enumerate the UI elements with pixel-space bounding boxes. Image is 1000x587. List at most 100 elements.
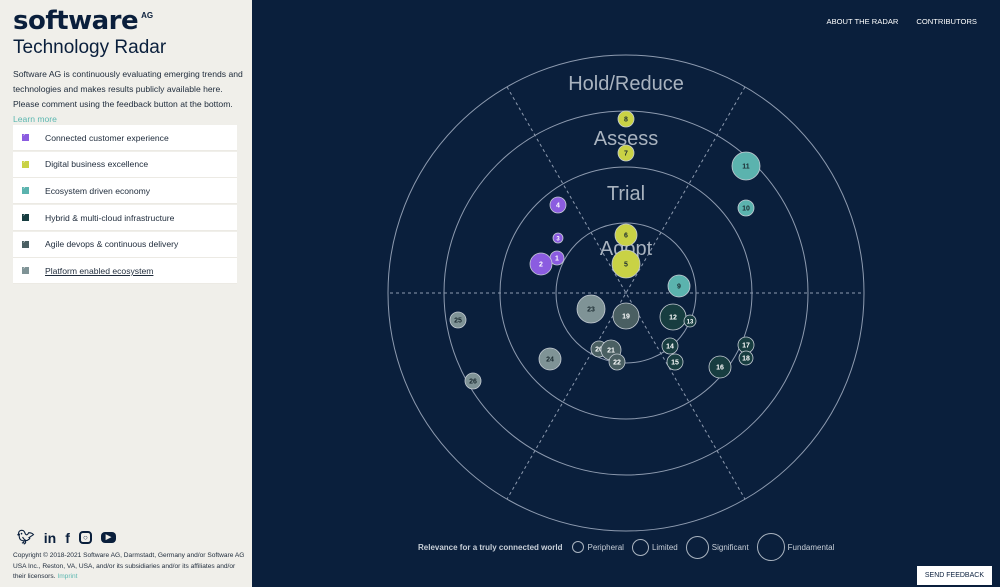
blip-15[interactable]: 15	[666, 353, 684, 371]
blip-11[interactable]: 11	[731, 151, 761, 181]
ring-3	[387, 54, 865, 532]
blip-label: 15	[671, 360, 679, 367]
blip-label: 2	[539, 262, 543, 269]
top-nav: ABOUT THE RADAR CONTRIBUTORS	[827, 17, 978, 26]
legend-label: Fundamental	[787, 542, 835, 552]
legend-label: Limited	[651, 542, 678, 552]
blip-10[interactable]: 10	[737, 199, 755, 217]
intro-text: Software AG is continuously evaluating e…	[13, 69, 243, 109]
legend-title: Relevance for a truly connected world	[418, 542, 563, 552]
blip-label: 5	[624, 262, 628, 269]
learn-more-link[interactable]: Learn more	[13, 114, 57, 124]
chevron-right-icon	[22, 184, 29, 195]
chevron-right-icon	[22, 131, 29, 141]
category-label: Ecosystem driven economy	[45, 185, 151, 196]
blip-label: 17	[742, 343, 750, 350]
blip-9[interactable]: 9	[667, 274, 691, 298]
imprint-link[interactable]: Imprint	[57, 573, 78, 580]
blip-label: 6	[624, 233, 628, 240]
blip-12[interactable]: 12	[659, 303, 687, 331]
blip-circle	[611, 249, 641, 279]
category-label: Digital business excellence	[45, 159, 149, 170]
blip-14[interactable]: 14	[661, 337, 679, 355]
category-item[interactable]: Digital business excellence	[13, 151, 237, 178]
category-label: Platform enabled ecosystem	[45, 265, 154, 276]
twitter-icon[interactable]: 🐦︎	[17, 529, 35, 545]
category-label: Hybrid & multi-cloud infrastructure	[45, 212, 175, 223]
blip-18[interactable]: 18	[738, 350, 754, 366]
blip-25[interactable]: 25	[449, 311, 467, 329]
blip-circle	[731, 151, 761, 181]
blip-label: 20	[595, 347, 603, 354]
sector-divider	[506, 86, 746, 500]
blip-7[interactable]: 7	[617, 144, 635, 162]
legend-peripheral: Peripheral	[572, 541, 624, 553]
logo-suffix: AG	[141, 11, 154, 20]
category-item[interactable]: Agile devops & continuous delivery	[13, 231, 237, 258]
ring-label: Hold/Reduce	[568, 73, 684, 95]
category-item[interactable]: Connected customer experience	[13, 125, 237, 151]
blip-13[interactable]: 13	[683, 314, 697, 328]
logo-text: software	[13, 6, 139, 36]
about-the-radar-link[interactable]: ABOUT THE RADAR	[826, 17, 899, 26]
blip-label: 23	[587, 307, 595, 314]
blip-2[interactable]: 2	[529, 252, 553, 276]
category-item[interactable]: Platform enabled ecosystem	[13, 258, 237, 285]
legend-limited: Limited	[631, 538, 678, 556]
blip-8[interactable]: 8	[617, 110, 635, 128]
linkedin-icon[interactable]: in	[43, 529, 57, 546]
blip-26[interactable]: 26	[464, 372, 482, 390]
blip-label: 24	[546, 357, 554, 364]
software-ag-logo[interactable]: software AG	[13, 6, 153, 36]
blip-17[interactable]: 17	[737, 336, 755, 354]
blip-circle	[617, 110, 635, 128]
blip-circle	[667, 274, 691, 298]
ring-label: Assess	[594, 128, 658, 150]
category-item[interactable]: Ecosystem driven economy	[13, 178, 237, 205]
blip-label: 16	[716, 365, 724, 372]
instagram-icon[interactable]: ○	[78, 531, 92, 544]
circle-icon	[756, 533, 785, 561]
blip-label: 11	[742, 164, 750, 171]
blip-circle	[464, 372, 482, 390]
circle-icon	[631, 538, 649, 556]
blip-label: 13	[687, 320, 694, 326]
blip-label: 19	[622, 314, 630, 321]
legend-label: Significant	[711, 542, 749, 552]
blip-23[interactable]: 23	[576, 294, 606, 324]
blip-5[interactable]: 5	[611, 249, 641, 279]
chevron-right-icon	[22, 238, 29, 248]
blip-3[interactable]: 3	[552, 232, 564, 244]
blip-label: 25	[454, 318, 462, 325]
blip-4[interactable]: 4	[549, 196, 567, 214]
youtube-icon[interactable]: ▶	[100, 532, 116, 543]
copyright: Copyright © 2018-2021 Software AG, Darms…	[13, 551, 249, 583]
blip-circle	[608, 353, 626, 371]
blip-circle	[529, 252, 553, 276]
blip-label: 4	[556, 203, 560, 210]
blip-circle	[661, 337, 679, 355]
intro: Software AG is continuously evaluating e…	[13, 67, 248, 127]
facebook-icon[interactable]: f	[65, 529, 70, 546]
contributors-link[interactable]: CONTRIBUTORS	[916, 17, 977, 26]
blip-24[interactable]: 24	[538, 347, 562, 371]
blip-circle	[612, 302, 640, 330]
blip-16[interactable]: 16	[708, 355, 732, 379]
send-feedback-button[interactable]: SEND FEEDBACK	[916, 566, 992, 585]
category-item[interactable]: Hybrid & multi-cloud infrastructure	[13, 205, 237, 232]
circle-icon	[685, 535, 709, 559]
category-label: Connected customer experience	[45, 132, 169, 143]
blip-22[interactable]: 22	[608, 353, 626, 371]
blip-label: 12	[669, 315, 677, 322]
blip-circle	[614, 223, 638, 247]
blip-19[interactable]: 19	[612, 302, 640, 330]
blip-label: 14	[666, 344, 674, 351]
blip-label: 7	[624, 151, 628, 158]
blip-label: 21	[607, 348, 615, 355]
blip-circle	[683, 314, 697, 328]
category-label: Agile devops & continuous delivery	[45, 239, 179, 250]
blip-circle	[737, 199, 755, 217]
blip-6[interactable]: 6	[614, 223, 638, 247]
blip-circle	[538, 347, 562, 371]
page-title: Technology Radar	[13, 37, 167, 58]
